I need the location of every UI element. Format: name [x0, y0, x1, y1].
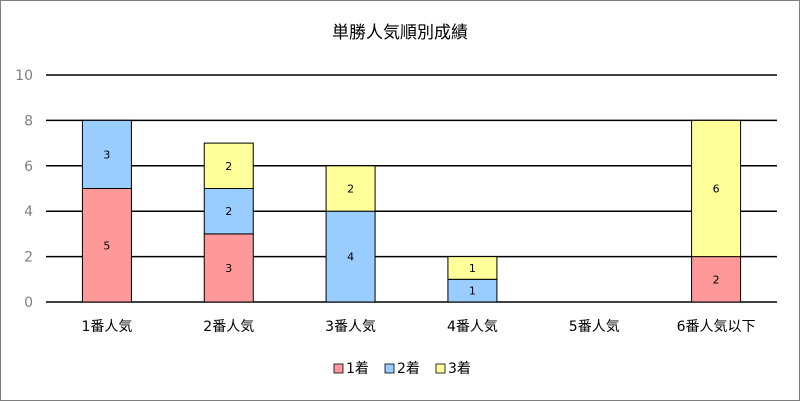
x-tick-label: 3番人気 [325, 319, 376, 335]
bars: 5 3 3 2 2 4 2 1 1 2 6 [81, 119, 742, 303]
legend-label: 1着 [346, 361, 369, 377]
bar-segment [325, 165, 376, 212]
x-tick-label: 4番人気 [447, 319, 498, 335]
x-axis: 1番人気 2番人気 3番人気 4番人気 5番人気 6番人気以下 [81, 319, 755, 335]
data-label: 1 [469, 285, 476, 298]
x-tick-label: 6番人気以下 [677, 319, 756, 335]
y-tick-label: 2 [24, 250, 33, 266]
bar-segment [447, 256, 498, 280]
data-label: 1 [469, 262, 476, 275]
data-label: 3 [103, 148, 110, 161]
legend-swatch [384, 363, 395, 374]
data-label: 6 [713, 183, 720, 196]
y-tick-label: 6 [24, 159, 33, 175]
y-tick-label: 4 [24, 204, 33, 220]
legend-swatch [435, 363, 446, 374]
bar-segment [691, 119, 742, 258]
data-label: 2 [713, 273, 720, 286]
bar-segment [203, 233, 254, 303]
data-label: 4 [347, 251, 354, 264]
data-label: 2 [347, 183, 354, 196]
x-tick-label: 5番人気 [569, 319, 620, 335]
data-label: 3 [225, 262, 232, 275]
bar-segment [81, 119, 132, 189]
legend: 1着 2着 3着 [333, 361, 471, 377]
bar-segment [691, 256, 742, 303]
data-label: 2 [225, 160, 232, 173]
bar-segment [203, 188, 254, 235]
legend-swatch [333, 363, 344, 374]
data-label: 2 [225, 205, 232, 218]
legend-label: 2着 [397, 361, 420, 377]
chart-title: 単勝人気順別成績 [332, 23, 468, 43]
legend-label: 3着 [448, 361, 471, 377]
y-tick-label: 10 [15, 68, 33, 84]
data-label: 5 [103, 239, 110, 252]
bar-segment [81, 188, 132, 303]
y-tick-label: 8 [24, 113, 33, 129]
y-tick-label: 0 [24, 295, 33, 311]
bar-segment [203, 142, 254, 190]
gridlines [46, 74, 777, 303]
y-axis: 0 2 4 6 8 10 [15, 68, 33, 311]
x-tick-label: 2番人気 [203, 319, 254, 335]
x-tick-label: 1番人気 [81, 319, 132, 335]
bar-segment [325, 210, 376, 303]
